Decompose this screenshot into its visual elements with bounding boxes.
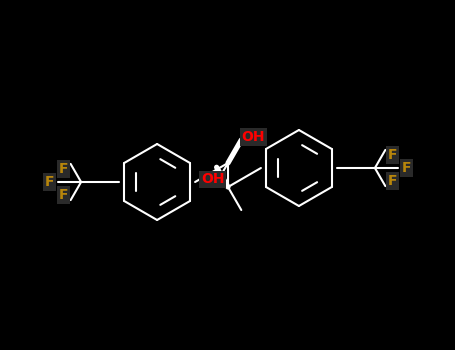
Text: OH: OH [242,130,265,144]
Text: F: F [388,174,397,188]
Text: F: F [402,161,411,175]
Text: F: F [45,175,54,189]
Text: OH: OH [201,172,224,186]
Text: F: F [59,162,68,176]
Text: F: F [59,188,68,202]
Text: F: F [388,148,397,162]
